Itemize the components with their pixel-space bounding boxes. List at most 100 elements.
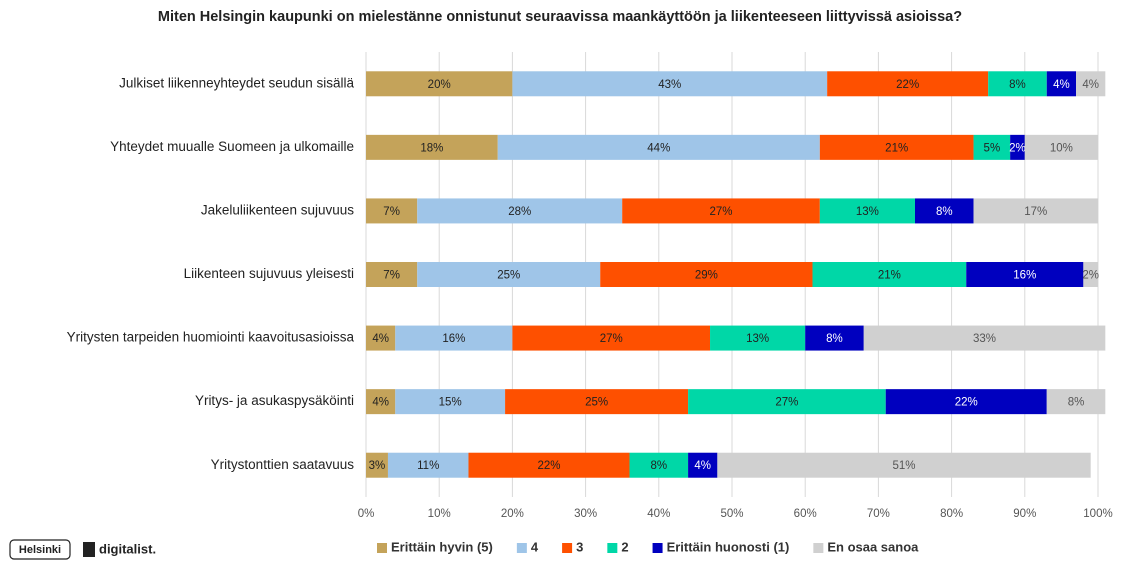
- data-label: 15%: [439, 397, 462, 409]
- data-label: 13%: [746, 333, 769, 345]
- data-label: 16%: [442, 333, 465, 345]
- bar-segment: [973, 198, 1098, 224]
- data-label: 2%: [1009, 142, 1026, 154]
- x-tick-label: 70%: [867, 508, 890, 520]
- x-tick-label: 90%: [1013, 508, 1036, 520]
- bar-segment: [366, 389, 396, 415]
- bar-segment: [395, 389, 506, 415]
- data-label: 4%: [372, 333, 389, 345]
- y-tick-label: Yhteydet muualle Suomeen ja ulkomaille: [110, 139, 354, 154]
- data-label: 28%: [508, 206, 531, 218]
- bar-segment: [717, 452, 1091, 478]
- y-tick-label: Jakeluliikenteen sujuvuus: [201, 202, 354, 217]
- data-label: 8%: [826, 333, 843, 345]
- legend-label: En osaa sanoa: [827, 539, 919, 554]
- legend-label: 3: [576, 539, 583, 554]
- bar-segment: [366, 198, 418, 224]
- bar-segment: [819, 198, 915, 224]
- x-tick-label: 10%: [428, 508, 451, 520]
- data-label: 27%: [600, 333, 623, 345]
- data-label: 16%: [1013, 270, 1036, 282]
- legend-label: Erittäin hyvin (5): [391, 539, 493, 554]
- data-label: 2%: [1082, 270, 1099, 282]
- data-label: 8%: [1009, 79, 1026, 91]
- data-label: 21%: [878, 270, 901, 282]
- data-label: 27%: [775, 397, 798, 409]
- data-label: 11%: [417, 460, 439, 472]
- bar-segment: [812, 262, 967, 287]
- bar-segment: [710, 325, 806, 351]
- logo: digitalist.: [99, 541, 156, 556]
- legend-marker: [652, 543, 663, 553]
- x-tick-label: 40%: [647, 508, 670, 520]
- x-tick-label: 50%: [720, 508, 743, 520]
- data-label: 29%: [695, 270, 718, 282]
- logo-icon: [83, 542, 95, 557]
- data-label: 10%: [1050, 142, 1073, 154]
- data-label: 4%: [1082, 79, 1099, 91]
- y-tick-label: Liikenteen sujuvuus yleisesti: [184, 266, 354, 281]
- bar-segment: [973, 134, 1011, 160]
- bar-segment: [1010, 134, 1025, 160]
- legend-label: Erittäin huonosti (1): [667, 539, 790, 554]
- data-label: 27%: [710, 206, 733, 218]
- x-tick-label: 60%: [794, 508, 817, 520]
- bar-segment: [366, 452, 388, 478]
- bar-segment: [805, 325, 864, 351]
- y-tick-label: Yritystonttien saatavuus: [211, 457, 355, 472]
- data-label: 17%: [1024, 206, 1047, 218]
- chart-title: Miten Helsingin kaupunki on mielestänne …: [158, 9, 962, 25]
- data-label: 8%: [936, 206, 953, 218]
- bar-segment: [688, 452, 718, 478]
- bar-segment: [512, 71, 828, 97]
- data-label: 13%: [856, 206, 879, 218]
- data-label: 22%: [537, 460, 560, 472]
- bar-segment: [512, 325, 711, 351]
- bar-segment: [417, 262, 601, 287]
- bar-segment: [366, 71, 513, 97]
- bar-segment: [505, 389, 689, 415]
- y-tick-label: Yritysten tarpeiden huomiointi kaavoitus…: [67, 330, 355, 345]
- data-label: 44%: [647, 142, 670, 154]
- data-label: 7%: [383, 206, 400, 218]
- y-tick-label: Yritys- ja asukaspysäköinti: [195, 393, 354, 408]
- bar-segment: [1083, 262, 1098, 287]
- bar-segment: [966, 262, 1084, 287]
- bar-segment: [366, 262, 418, 287]
- data-label: 21%: [885, 142, 908, 154]
- data-label: 51%: [893, 460, 916, 472]
- data-label: 4%: [694, 460, 711, 472]
- bar-segment: [387, 452, 469, 478]
- x-tick-label: 100%: [1083, 508, 1112, 520]
- data-label: 22%: [896, 79, 919, 91]
- bar-segment: [885, 389, 1047, 415]
- bar-segment: [1076, 71, 1106, 97]
- bar-segment: [819, 134, 974, 160]
- data-label: 8%: [650, 460, 667, 472]
- x-tick-label: 20%: [501, 508, 524, 520]
- bar-segment: [622, 198, 820, 224]
- bar-segment: [395, 325, 513, 351]
- bar-segment: [497, 134, 820, 160]
- bar-segment: [688, 389, 886, 415]
- x-tick-label: 0%: [358, 508, 375, 520]
- data-label: 7%: [383, 270, 400, 282]
- bar-segment: [629, 452, 689, 478]
- legend-marker: [813, 543, 824, 553]
- bar-segment: [863, 325, 1106, 351]
- legend-label: 4: [531, 539, 539, 554]
- data-label: 5%: [984, 142, 1001, 154]
- bar-segment: [600, 262, 813, 287]
- legend-marker: [607, 543, 618, 553]
- data-label: 3%: [369, 460, 386, 472]
- bar-segment: [1024, 134, 1098, 160]
- data-label: 20%: [428, 79, 451, 91]
- logo: Helsinki: [19, 544, 61, 556]
- data-label: 22%: [955, 397, 978, 409]
- data-label: 4%: [1053, 79, 1070, 91]
- x-tick-label: 30%: [574, 508, 597, 520]
- data-label: 25%: [585, 397, 608, 409]
- data-label: 43%: [658, 79, 681, 91]
- bar-segment: [915, 198, 974, 224]
